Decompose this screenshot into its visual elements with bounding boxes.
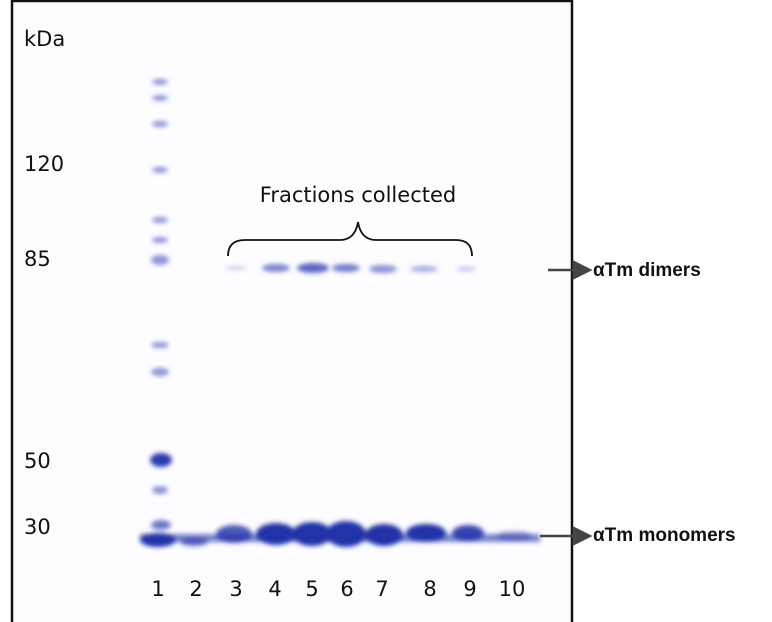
annotation: αTm dimers [593, 260, 701, 281]
bracket [227, 221, 473, 257]
lane-label: 2 [189, 577, 202, 601]
lane-label: 10 [499, 577, 526, 601]
marker-labels: 120 85 50 30 [24, 152, 64, 539]
lane-label: 9 [463, 577, 476, 601]
lane-label: 8 [423, 577, 436, 601]
axis-label: kDa [24, 27, 65, 51]
lane-labels: 1 2 3 4 5 6 7 8 9 10 [151, 577, 525, 601]
bracket-label: Fractions collected [260, 183, 456, 207]
lane-label: 4 [268, 577, 281, 601]
lane-label: 6 [340, 577, 353, 601]
lane-label: 1 [151, 577, 164, 601]
marker-label: 50 [24, 449, 51, 473]
lane-label: 3 [229, 577, 242, 601]
marker-label: 120 [24, 152, 64, 176]
gel-bands [140, 79, 540, 547]
annotation: αTm monomers [593, 525, 736, 546]
marker-label: 85 [24, 247, 51, 271]
marker-label: 30 [24, 515, 51, 539]
lane-label: 7 [375, 577, 388, 601]
lane-label: 5 [305, 577, 318, 601]
gel-frame [10, 0, 574, 622]
